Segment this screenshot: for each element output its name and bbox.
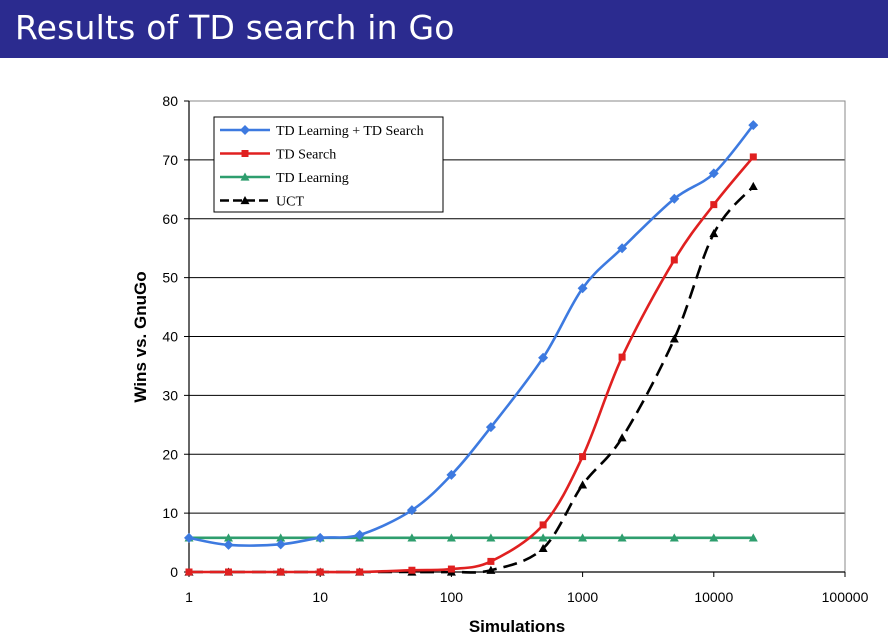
data-point [240,196,250,205]
data-point [485,422,496,433]
data-point [223,539,234,550]
data-point [487,557,495,565]
series-td-learning-td-search [184,120,759,550]
data-point [275,539,286,550]
y-tick-label: 50 [162,270,178,286]
data-point [446,533,456,542]
series-td-learning [184,533,758,542]
data-point [277,568,285,576]
data-point [185,568,193,576]
legend-item: TD Search [220,148,336,163]
data-point [617,533,627,542]
data-point [241,150,249,157]
data-point [579,453,587,461]
series-line [188,124,755,547]
data-point [749,153,757,161]
data-point [223,533,233,542]
data-point [486,565,496,574]
data-point [224,568,232,576]
y-tick-label: 60 [162,211,178,227]
data-point [538,543,548,553]
x-tick-label: 10000 [694,589,733,605]
legend-label: TD Learning [276,171,349,186]
data-point [709,533,719,542]
data-point [748,181,758,190]
data-point [315,532,326,543]
x-tick-label: 10 [312,589,328,605]
x-tick-label: 100 [440,589,464,605]
data-point [539,521,547,529]
legend-label: UCT [276,195,304,210]
data-point [748,533,758,542]
y-tick-label: 40 [162,329,178,345]
legend-label: TD Learning + TD Search [276,124,424,139]
title-bar: Results of TD search in Go [0,0,888,58]
data-point [618,353,626,361]
series-uct [184,181,758,576]
x-axis-title: Simulations [469,617,565,636]
data-point [408,566,416,574]
data-point [669,533,679,542]
y-tick-label: 20 [162,446,178,462]
data-point [356,568,364,576]
data-point [710,201,718,209]
data-point [669,334,679,343]
data-point [617,433,627,442]
data-point [577,283,588,294]
y-tick-label: 30 [162,387,178,403]
data-point [708,168,719,179]
data-point [446,469,457,480]
x-tick-label: 1 [185,589,193,605]
y-tick-label: 70 [162,152,178,168]
legend-item: TD Learning + TD Search [220,124,424,139]
y-tick-label: 80 [162,93,178,109]
series-line [188,185,755,574]
data-point [578,533,588,542]
data-point [354,529,365,540]
y-axis-title: Wins vs. GnuGo [131,271,150,402]
data-point [748,120,759,131]
data-point [406,505,417,516]
data-point [709,228,719,238]
data-point [240,125,250,135]
legend-label: TD Search [276,148,336,163]
data-point [538,533,548,542]
legend-box [213,116,444,213]
data-point [240,172,250,181]
data-point [670,256,678,264]
slide-title: Results of TD search in Go [15,8,455,47]
series-td-search [185,153,757,576]
data-point [316,568,324,576]
legend-item: TD Learning [220,171,349,186]
data-point [407,533,417,542]
y-tick-label: 0 [170,564,178,580]
x-tick-label: 100000 [822,589,869,605]
data-point [538,352,549,363]
data-point [617,243,628,254]
data-point [669,193,680,204]
data-point [276,533,286,542]
data-point [184,532,194,543]
data-point [486,533,496,542]
y-tick-label: 10 [162,505,178,521]
legend-item: UCT [220,195,304,210]
data-point [578,480,588,489]
legend: TD Learning + TD Search TD Search TD Learn… [213,116,444,213]
x-tick-label: 1000 [567,589,598,605]
data-point [447,565,455,573]
